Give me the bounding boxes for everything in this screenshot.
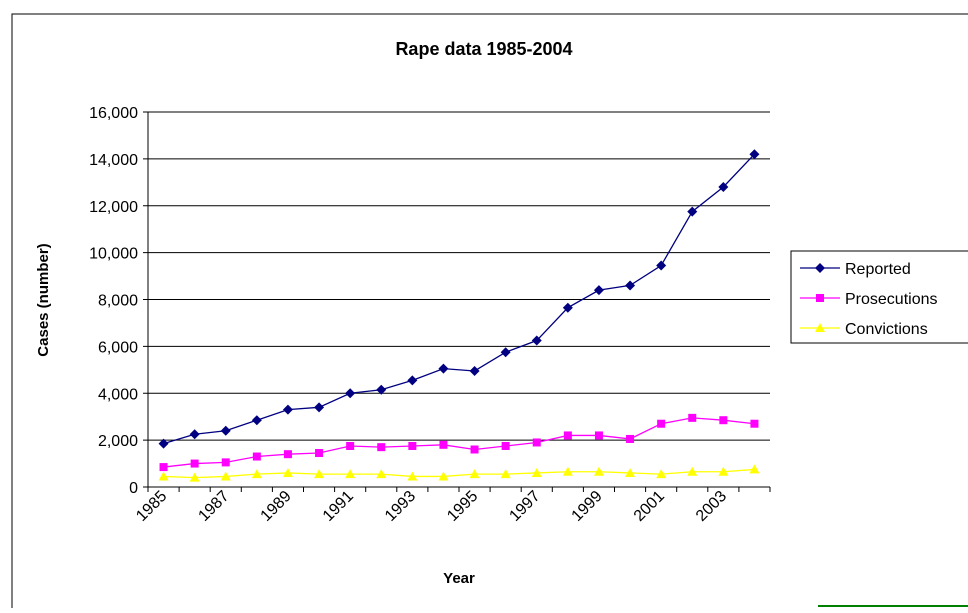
data-point-reported — [687, 206, 698, 217]
data-point-prosecutions — [346, 441, 355, 450]
data-point-prosecutions — [470, 445, 479, 454]
y-tick-label: 0 — [129, 480, 138, 497]
data-point-prosecutions — [315, 449, 324, 458]
y-tick-label: 12,000 — [89, 199, 138, 216]
data-point-prosecutions — [532, 438, 541, 447]
data-point-reported — [314, 402, 325, 413]
data-point-prosecutions — [190, 459, 199, 468]
data-point-prosecutions — [563, 431, 572, 440]
data-point-reported — [562, 302, 573, 313]
series-layer — [158, 149, 760, 482]
legend-label-reported: Reported — [845, 261, 911, 278]
data-point-reported — [189, 429, 200, 440]
data-point-convictions — [407, 471, 418, 481]
legend-item-prosecutions: Prosecutions — [800, 291, 938, 308]
legend-marker-reported — [815, 263, 825, 273]
legend-marker-convictions — [815, 323, 825, 332]
data-point-convictions — [345, 469, 356, 479]
y-tick-label: 4,000 — [98, 386, 138, 403]
data-point-reported — [531, 335, 542, 346]
y-axis-ticks: 0 2,000 4,000 6,000 8,000 10,000 12,000 14,000 1… — [89, 105, 148, 497]
data-point-convictions — [562, 466, 573, 476]
data-point-reported — [749, 149, 760, 160]
data-point-convictions — [220, 471, 231, 481]
data-point-reported — [718, 182, 729, 192]
y-tick-label: 10,000 — [89, 246, 138, 263]
data-point-prosecutions — [594, 431, 603, 440]
data-point-convictions — [718, 466, 729, 476]
data-point-convictions — [282, 467, 293, 477]
data-point-reported — [469, 365, 480, 376]
data-point-reported — [500, 347, 511, 358]
data-point-reported — [282, 404, 293, 415]
y-tick-label: 14,000 — [89, 152, 138, 169]
data-point-reported — [376, 384, 387, 395]
series-prosecutions — [159, 413, 759, 472]
data-point-prosecutions — [252, 452, 261, 461]
data-point-prosecutions — [221, 458, 230, 467]
data-point-prosecutions — [283, 450, 292, 459]
series-line-prosecutions — [163, 417, 755, 468]
legend-item-reported: Reported — [800, 261, 911, 278]
legend-label-prosecutions: Prosecutions — [845, 291, 938, 308]
data-point-convictions — [656, 469, 667, 479]
data-point-convictions — [438, 471, 449, 481]
data-point-prosecutions — [719, 416, 728, 425]
chart-title: Rape data 1985-2004 — [395, 39, 572, 59]
data-point-prosecutions — [750, 419, 759, 428]
data-point-prosecutions — [439, 440, 448, 449]
data-point-reported — [220, 425, 231, 436]
data-point-reported — [593, 285, 604, 296]
data-point-convictions — [314, 469, 325, 479]
y-tick-label: 16,000 — [89, 105, 138, 122]
data-point-prosecutions — [657, 419, 666, 428]
legend-marker-prosecutions — [816, 294, 824, 302]
data-point-convictions — [625, 467, 636, 477]
data-point-reported — [251, 415, 262, 426]
data-point-prosecutions — [377, 443, 386, 452]
legend-item-convictions: Convictions — [800, 321, 928, 338]
series-reported — [158, 149, 760, 449]
data-point-prosecutions — [159, 463, 168, 472]
data-point-convictions — [500, 469, 511, 479]
data-point-reported — [438, 363, 449, 374]
data-point-convictions — [469, 469, 480, 479]
data-point-prosecutions — [501, 441, 510, 450]
y-tick-label: 2,000 — [98, 433, 138, 450]
legend-label-convictions: Convictions — [845, 321, 928, 338]
data-point-convictions — [531, 467, 542, 477]
data-point-convictions — [189, 472, 200, 482]
y-tick-label: 6,000 — [98, 339, 138, 356]
series-convictions — [158, 464, 760, 482]
data-point-reported — [345, 388, 356, 399]
gridlines — [148, 111, 770, 441]
data-point-convictions — [749, 464, 760, 474]
y-axis-label: Cases (number) — [35, 243, 52, 356]
data-point-reported — [656, 260, 667, 271]
series-line-reported — [163, 153, 755, 445]
x-axis-label: Year — [443, 570, 475, 587]
data-point-convictions — [158, 471, 169, 481]
data-point-prosecutions — [688, 413, 697, 422]
legend: Reported Prosecutions Convictions — [790, 250, 968, 344]
data-point-convictions — [251, 469, 262, 479]
data-point-reported — [407, 375, 418, 386]
y-tick-label: 8,000 — [98, 293, 138, 310]
data-point-reported — [625, 280, 636, 291]
data-point-prosecutions — [408, 441, 417, 450]
data-point-convictions — [593, 466, 604, 476]
data-point-convictions — [376, 469, 387, 479]
data-point-convictions — [687, 466, 698, 476]
series-line-convictions — [163, 468, 755, 479]
data-point-reported — [158, 438, 169, 449]
data-point-prosecutions — [626, 434, 635, 443]
